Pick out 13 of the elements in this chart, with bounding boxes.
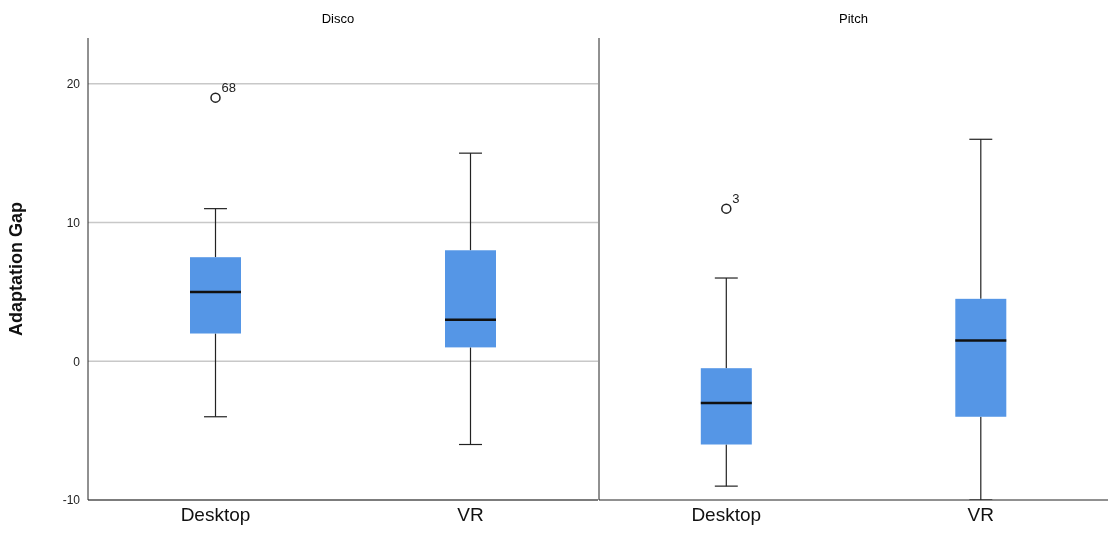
x-tick-label: Desktop — [180, 504, 251, 526]
annotation: 68 — [221, 79, 236, 95]
chart-title: Disco — [320, 10, 356, 28]
annotation: 3 — [732, 190, 740, 206]
y-tick-label: 0 — [73, 354, 81, 369]
y-tick-label: 20 — [66, 77, 81, 92]
x-tick-label: VR — [967, 504, 994, 526]
x-tick-label: Desktop — [691, 504, 762, 526]
chart-title: Pitch — [838, 10, 869, 28]
y-tick-label: -10 — [62, 493, 81, 508]
y-axis-title: Adaptation Gap — [6, 202, 27, 336]
x-tick-label: VR — [457, 504, 484, 526]
y-tick-label: 10 — [66, 215, 81, 230]
